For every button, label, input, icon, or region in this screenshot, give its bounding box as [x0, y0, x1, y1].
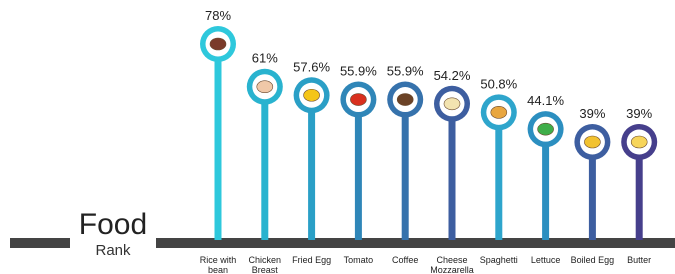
food-icon — [444, 98, 460, 110]
food-icon — [304, 89, 320, 101]
value-label: 78% — [205, 8, 231, 23]
stem — [308, 95, 315, 240]
value-label: 44.1% — [527, 93, 564, 108]
value-label: 57.6% — [293, 59, 330, 74]
category-label: Spaghetti — [474, 255, 524, 265]
value-label: 50.8% — [480, 76, 517, 91]
stem — [261, 87, 268, 240]
stem — [495, 112, 502, 240]
food-icon — [491, 106, 507, 118]
chart-subtitle: Rank — [70, 242, 156, 259]
value-label: 54.2% — [434, 68, 471, 83]
infographic: 78% 61% 57.6% 55.9% 55.9% 54.2% 50.8% 44.1% 39% 3… — [0, 0, 675, 274]
food-icon — [584, 136, 600, 148]
value-label: 39% — [579, 106, 605, 121]
category-label: Butter — [614, 255, 664, 265]
value-label: 61% — [252, 51, 278, 66]
stem — [215, 44, 222, 240]
stem — [449, 104, 456, 240]
category-label: Chicken Breast — [240, 255, 290, 274]
category-label: Lettuce — [521, 255, 571, 265]
stem — [402, 100, 409, 240]
stem — [355, 100, 362, 240]
category-label: Rice with bean — [193, 255, 243, 274]
category-label: Coffee — [380, 255, 430, 265]
category-label: Boiled Egg — [567, 255, 617, 265]
food-icon — [631, 136, 647, 148]
title-box: Food Rank — [70, 204, 156, 274]
food-icon — [397, 94, 413, 106]
food-icon — [257, 81, 273, 93]
food-icon — [210, 38, 226, 50]
value-label: 55.9% — [387, 64, 424, 79]
value-label: 39% — [626, 106, 652, 121]
chart-title: Food — [70, 208, 156, 242]
category-label: Cheese Mozzarella — [427, 255, 477, 274]
food-icon — [538, 123, 554, 135]
value-label: 55.9% — [340, 64, 377, 79]
category-label: Tomato — [333, 255, 383, 265]
category-label: Fried Egg — [287, 255, 337, 265]
food-icon — [350, 94, 366, 106]
